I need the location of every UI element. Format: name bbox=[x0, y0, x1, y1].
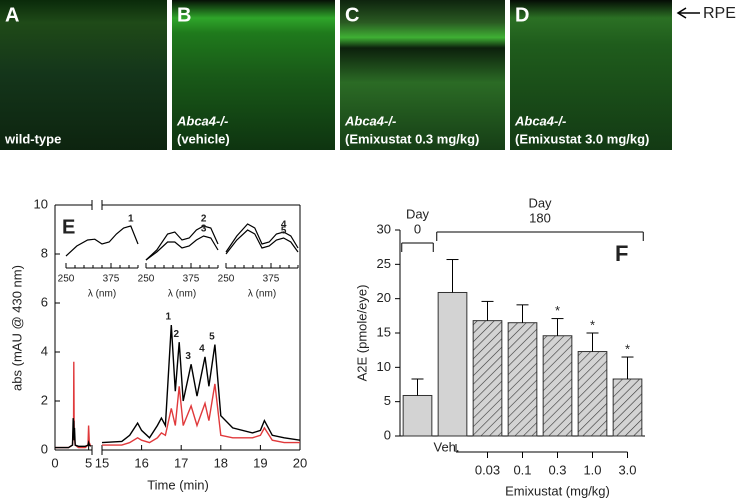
trace bbox=[55, 325, 301, 449]
peak-label: 5 bbox=[209, 331, 215, 342]
y-tick-label: 0 bbox=[41, 441, 48, 456]
spectrum bbox=[225, 229, 299, 255]
caption: (Emixustat 0.3 mg/kg) bbox=[345, 131, 479, 146]
y-tick-label: 8 bbox=[41, 245, 48, 260]
spectrum-label: 3 bbox=[201, 224, 207, 235]
y-tick-label: 10 bbox=[34, 196, 48, 211]
y-tick-label: 5 bbox=[384, 393, 391, 408]
x-tick-label: 19 bbox=[253, 455, 267, 470]
peak-label: 2 bbox=[173, 329, 179, 340]
panel-label: A bbox=[5, 4, 19, 26]
inset-tick-label: 250 bbox=[138, 274, 155, 285]
image-row: RPE bbox=[0, 0, 736, 150]
x-tick-label: 0.3 bbox=[548, 462, 566, 477]
bar bbox=[472, 320, 503, 437]
caption: (Emixustat 3.0 mg/kg) bbox=[515, 131, 649, 146]
group-label: 180 bbox=[529, 210, 551, 225]
y-axis-title: abs (mAU @ 430 nm) bbox=[9, 265, 24, 391]
spectrum-label: 2 bbox=[201, 214, 207, 225]
micrograph bbox=[510, 0, 672, 150]
arrow-head bbox=[676, 7, 687, 19]
y-axis-title: A2E (pmole/eye) bbox=[354, 285, 369, 382]
y-tick-label: 6 bbox=[41, 294, 48, 309]
group-label: Day bbox=[406, 206, 430, 221]
x-tick-label: 5 bbox=[85, 455, 92, 470]
peak-label: 4 bbox=[199, 344, 205, 355]
y-tick-label: 0 bbox=[384, 427, 391, 442]
x-tick-label: 0 bbox=[51, 455, 58, 470]
y-tick-label: 2 bbox=[41, 392, 48, 407]
x-tick-label: 15 bbox=[95, 455, 109, 470]
x-tick-label: 18 bbox=[214, 455, 228, 470]
x-tick-label: 0.03 bbox=[475, 462, 500, 477]
bar bbox=[507, 322, 538, 437]
x-tick-label: Veh. bbox=[433, 439, 459, 454]
caption: (vehicle) bbox=[177, 131, 230, 146]
micrograph bbox=[340, 0, 505, 150]
spectrum bbox=[145, 225, 219, 261]
inset-axis-title: λ (nm) bbox=[248, 289, 276, 300]
x-tick-label: 20 bbox=[293, 455, 307, 470]
panel-label: F bbox=[615, 241, 628, 266]
y-tick-label: 20 bbox=[377, 290, 391, 305]
significance: * bbox=[590, 317, 595, 332]
caption: Abca4-/- bbox=[176, 113, 228, 128]
bar bbox=[402, 394, 433, 437]
spectrum bbox=[225, 223, 299, 253]
spectrum-label: 5 bbox=[281, 226, 287, 237]
panel-label: E bbox=[62, 216, 75, 238]
layer-label: RPE bbox=[703, 5, 736, 22]
bar bbox=[577, 351, 608, 437]
x-tick-label: 16 bbox=[134, 455, 148, 470]
caption: Abca4-/- bbox=[514, 113, 566, 128]
y-tick-label: 30 bbox=[377, 221, 391, 236]
spectrum-label: 4 bbox=[281, 220, 287, 231]
x-axis-title: Time (min) bbox=[147, 477, 209, 492]
group-label: 0 bbox=[414, 221, 421, 236]
panel-label: C bbox=[345, 4, 359, 26]
peak-label: 3 bbox=[185, 351, 191, 362]
spectrum bbox=[65, 225, 139, 257]
y-tick-label: 10 bbox=[377, 359, 391, 374]
trace bbox=[55, 361, 300, 449]
inset-axis-title: λ (nm) bbox=[88, 289, 116, 300]
spectrum-label: 1 bbox=[128, 214, 134, 225]
significance: * bbox=[625, 341, 630, 356]
bar bbox=[612, 378, 643, 437]
caption: wild-type bbox=[4, 131, 61, 146]
inset-tick-label: 375 bbox=[183, 274, 200, 285]
panel-label: B bbox=[177, 4, 191, 26]
x-tick-label: 3.0 bbox=[618, 462, 636, 477]
y-tick-label: 4 bbox=[41, 343, 48, 358]
peak-label: 1 bbox=[166, 312, 172, 323]
group-label: Day bbox=[528, 195, 552, 210]
x-tick-label: 1.0 bbox=[583, 462, 601, 477]
x-axis-title: Emixustat (mg/kg) bbox=[505, 483, 610, 498]
bar bbox=[437, 291, 468, 437]
inset-axis-title: λ (nm) bbox=[168, 289, 196, 300]
y-tick-label: 25 bbox=[377, 256, 391, 271]
bar bbox=[542, 335, 573, 437]
y-tick-label: 15 bbox=[377, 324, 391, 339]
inset-tick-label: 250 bbox=[58, 274, 75, 285]
caption: Abca4-/- bbox=[344, 113, 396, 128]
x-tick-label: 17 bbox=[174, 455, 188, 470]
spectrum bbox=[145, 235, 219, 261]
inset-tick-label: 375 bbox=[263, 274, 280, 285]
micrograph bbox=[0, 0, 167, 150]
panel-label: D bbox=[515, 4, 529, 26]
inset-tick-label: 375 bbox=[103, 274, 120, 285]
micrograph bbox=[172, 0, 335, 150]
inset-tick-label: 250 bbox=[218, 274, 235, 285]
significance: * bbox=[555, 303, 560, 318]
x-tick-label: 0.1 bbox=[513, 462, 531, 477]
